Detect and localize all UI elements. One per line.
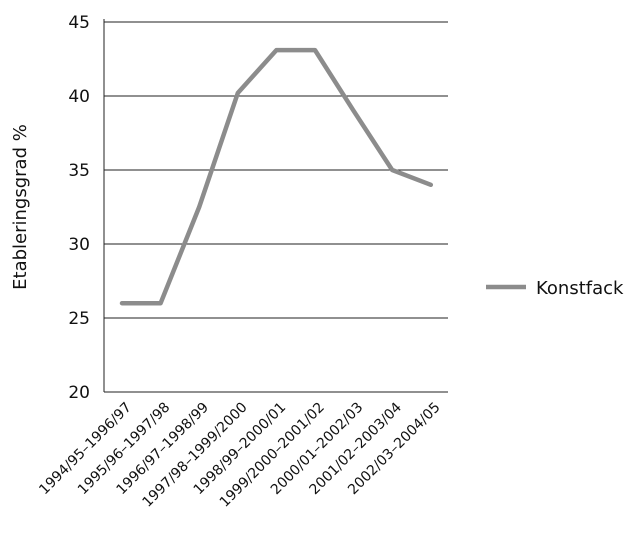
series-group [119, 47, 434, 306]
y-tick-35: 35 [68, 161, 90, 181]
legend-label: Konstfack [536, 278, 624, 299]
gridlines [104, 21, 448, 319]
y-tick-40: 40 [68, 87, 90, 107]
y-tick-labels: 20 25 30 35 40 45 [68, 13, 90, 403]
y-tick-20: 20 [68, 383, 90, 403]
y-axis-title: Etableringsgrad % [10, 124, 31, 290]
y-tick-25: 25 [68, 309, 90, 329]
y-tick-30: 30 [68, 235, 90, 255]
y-tick-45: 45 [68, 13, 90, 33]
legend: Konstfack [486, 278, 624, 299]
series-line-0 [119, 47, 434, 306]
x-tick-labels: 1994/95–1996/971995/96–1997/981996/97–19… [36, 399, 443, 510]
axes [103, 19, 448, 393]
